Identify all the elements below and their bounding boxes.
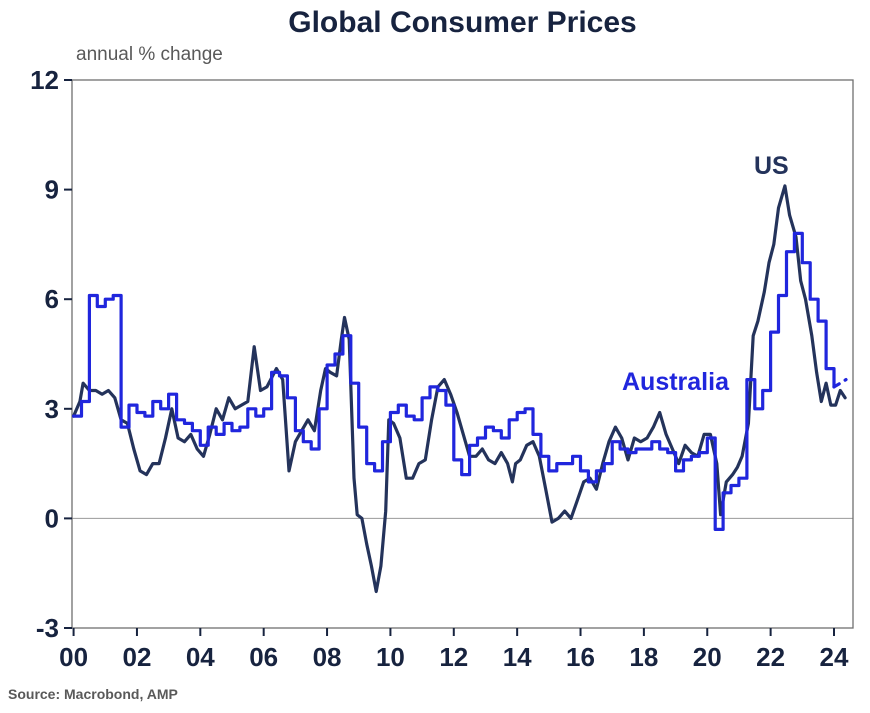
x-tick-label: 14 xyxy=(503,642,532,672)
x-tick-label: 10 xyxy=(376,642,405,672)
y-tick-label: 6 xyxy=(45,284,59,314)
plot-border xyxy=(71,79,854,629)
us-series-label: US xyxy=(754,152,789,180)
x-tick-label: 06 xyxy=(249,642,278,672)
x-tick-label: 22 xyxy=(756,642,785,672)
x-tick-label: 18 xyxy=(629,642,658,672)
x-tick-label: 12 xyxy=(439,642,468,672)
australia-line xyxy=(72,231,836,531)
x-tick-label: 08 xyxy=(313,642,342,672)
chart-subtitle: annual % change xyxy=(76,44,223,65)
australia-line-dashed-tail xyxy=(832,378,848,389)
x-tick-label: 02 xyxy=(122,642,151,672)
x-tick-label: 04 xyxy=(186,642,215,672)
y-tick-label: 12 xyxy=(30,65,59,95)
x-tick-label: 20 xyxy=(693,642,722,672)
y-tick-label: 0 xyxy=(45,503,59,533)
australia-series-label: Australia xyxy=(622,368,729,396)
x-tick-label: 00 xyxy=(59,642,88,672)
y-tick-label: -3 xyxy=(36,613,59,643)
us-line xyxy=(72,184,847,594)
x-tick-label: 24 xyxy=(820,642,849,672)
source-attribution: Source: Macrobond, AMP xyxy=(8,686,178,702)
y-tick-label: 9 xyxy=(45,175,59,205)
x-tick-label: 16 xyxy=(566,642,595,672)
chart-title: Global Consumer Prices xyxy=(288,6,637,39)
y-tick-label: 3 xyxy=(45,394,59,424)
